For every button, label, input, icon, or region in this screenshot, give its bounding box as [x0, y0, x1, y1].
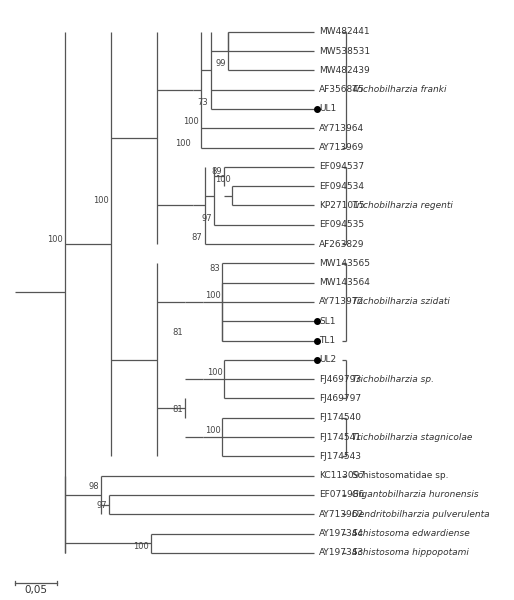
Text: AY713964: AY713964 — [319, 124, 364, 133]
Text: KP271015: KP271015 — [319, 201, 365, 210]
Text: FJ174540: FJ174540 — [319, 413, 361, 422]
Text: Schistosoma edwardiense: Schistosoma edwardiense — [352, 529, 469, 538]
Text: EF094537: EF094537 — [319, 163, 364, 172]
Text: Dendritobilharzia pulverulenta: Dendritobilharzia pulverulenta — [352, 510, 489, 519]
Text: Schistosoma hippopotami: Schistosoma hippopotami — [352, 548, 468, 557]
Text: 99: 99 — [216, 59, 227, 68]
Text: 81: 81 — [172, 328, 182, 337]
Text: 87: 87 — [192, 233, 203, 242]
Text: 100: 100 — [207, 368, 223, 377]
Text: AF356845: AF356845 — [319, 85, 365, 94]
Text: 83: 83 — [210, 264, 221, 273]
Text: AF263829: AF263829 — [319, 239, 364, 248]
Text: KC113097: KC113097 — [319, 471, 365, 480]
Text: 89: 89 — [212, 167, 223, 176]
Text: EF094535: EF094535 — [319, 220, 364, 229]
Text: FJ469797: FJ469797 — [319, 394, 361, 403]
Text: 100: 100 — [133, 542, 149, 551]
Text: 100: 100 — [205, 291, 221, 300]
Text: 100: 100 — [93, 196, 108, 205]
Text: TL1: TL1 — [319, 336, 335, 345]
Text: 100: 100 — [175, 139, 191, 148]
Text: MW143564: MW143564 — [319, 278, 370, 287]
Text: AY713969: AY713969 — [319, 143, 364, 152]
Text: FJ469793: FJ469793 — [319, 374, 361, 383]
Text: EF071986: EF071986 — [319, 490, 364, 499]
Text: 100: 100 — [215, 175, 230, 184]
Text: MW482439: MW482439 — [319, 66, 370, 75]
Text: FJ174541: FJ174541 — [319, 433, 361, 442]
Text: Trichobilharzia sp.: Trichobilharzia sp. — [352, 374, 433, 383]
Text: 100: 100 — [183, 117, 198, 126]
Text: UL2: UL2 — [319, 355, 336, 364]
Text: Trichobilharzia regenti: Trichobilharzia regenti — [352, 201, 452, 210]
Text: 97: 97 — [202, 214, 212, 223]
Text: EF094534: EF094534 — [319, 182, 364, 191]
Text: AY713972: AY713972 — [319, 298, 364, 307]
Text: AY713962: AY713962 — [319, 510, 364, 519]
Text: SL1: SL1 — [319, 317, 336, 326]
Text: AY197344: AY197344 — [319, 529, 364, 538]
Text: Trichobilharzia stagnicolae: Trichobilharzia stagnicolae — [352, 433, 472, 442]
Text: Gigantobilharzia huronensis: Gigantobilharzia huronensis — [352, 490, 478, 499]
Text: MW538531: MW538531 — [319, 47, 370, 56]
Text: 100: 100 — [205, 426, 221, 435]
Text: 73: 73 — [198, 98, 209, 107]
Text: 81: 81 — [172, 405, 182, 414]
Text: Trichobilharzia szidati: Trichobilharzia szidati — [352, 298, 449, 307]
Text: AY197343: AY197343 — [319, 548, 364, 557]
Text: MW482441: MW482441 — [319, 27, 370, 36]
Text: FJ174543: FJ174543 — [319, 452, 361, 461]
Text: 0,05: 0,05 — [24, 586, 47, 595]
Text: 98: 98 — [88, 482, 99, 491]
Text: 100: 100 — [47, 235, 63, 244]
Text: UL1: UL1 — [319, 104, 336, 113]
Text: Schistosomatidae sp.: Schistosomatidae sp. — [352, 471, 448, 480]
Text: Trichobilharzia franki: Trichobilharzia franki — [352, 85, 446, 94]
Text: 97: 97 — [96, 502, 106, 511]
Text: MW143565: MW143565 — [319, 259, 370, 268]
